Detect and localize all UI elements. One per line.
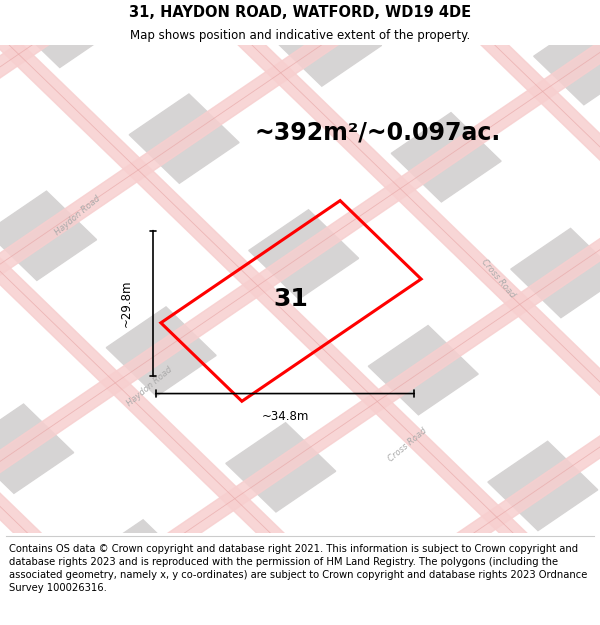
Text: Map shows position and indicative extent of the property.: Map shows position and indicative extent… xyxy=(130,29,470,42)
Polygon shape xyxy=(0,191,97,281)
Polygon shape xyxy=(0,0,600,556)
Polygon shape xyxy=(226,422,336,512)
Text: Haydon Road: Haydon Road xyxy=(125,365,175,408)
Polygon shape xyxy=(272,0,382,86)
Text: Haydon Road: Haydon Road xyxy=(53,194,103,237)
Text: 31, HAYDON ROAD, WATFORD, WD19 4DE: 31, HAYDON ROAD, WATFORD, WD19 4DE xyxy=(129,5,471,20)
Polygon shape xyxy=(106,307,216,396)
Polygon shape xyxy=(346,539,455,625)
Polygon shape xyxy=(10,0,119,68)
Polygon shape xyxy=(488,441,598,531)
Polygon shape xyxy=(129,94,239,183)
Polygon shape xyxy=(0,0,600,440)
Text: Cross Road: Cross Road xyxy=(479,258,517,300)
Text: Cross Road: Cross Road xyxy=(387,426,429,463)
Polygon shape xyxy=(511,228,600,318)
Text: ~29.8m: ~29.8m xyxy=(119,279,133,327)
Polygon shape xyxy=(0,0,487,625)
Polygon shape xyxy=(0,404,74,493)
Text: ~34.8m: ~34.8m xyxy=(262,411,308,424)
Text: ~392m²/~0.097ac.: ~392m²/~0.097ac. xyxy=(255,121,501,145)
Polygon shape xyxy=(83,520,193,609)
Polygon shape xyxy=(0,216,600,625)
Polygon shape xyxy=(391,112,501,202)
Polygon shape xyxy=(68,0,600,625)
Polygon shape xyxy=(368,326,478,415)
Text: 31: 31 xyxy=(274,286,308,311)
Polygon shape xyxy=(0,617,51,625)
Polygon shape xyxy=(534,16,600,105)
Polygon shape xyxy=(210,0,600,571)
Polygon shape xyxy=(0,100,600,625)
Polygon shape xyxy=(249,210,359,299)
Text: Contains OS data © Crown copyright and database right 2021. This information is : Contains OS data © Crown copyright and d… xyxy=(9,544,587,593)
